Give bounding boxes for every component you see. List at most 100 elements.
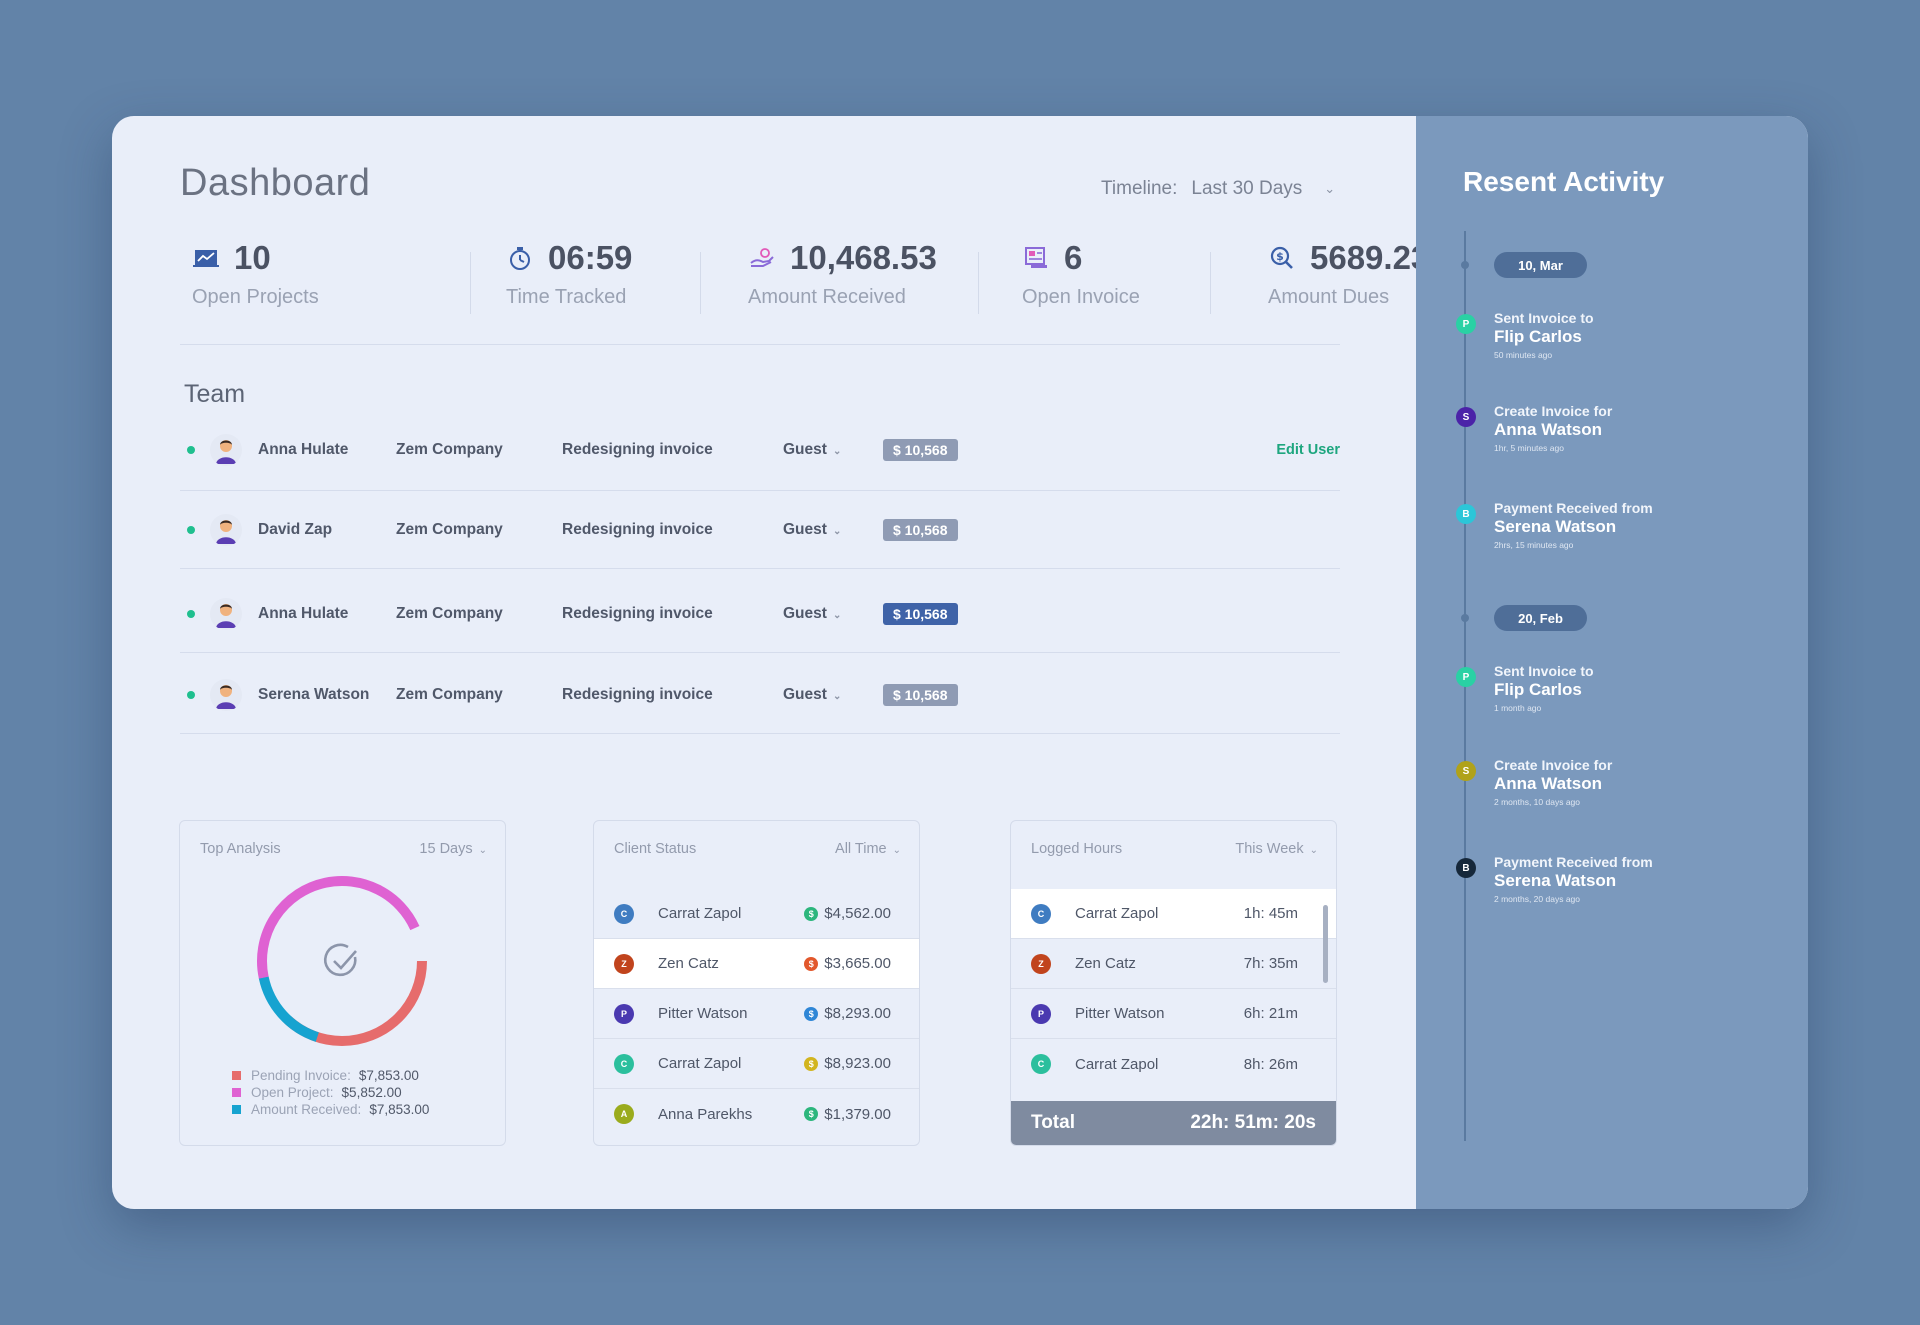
legend-label: Pending Invoice:	[251, 1068, 351, 1083]
chevron-down-icon: ⌄	[478, 845, 487, 856]
stat-open-invoice: 6 Open Invoice	[1022, 238, 1140, 342]
online-status-dot	[187, 691, 195, 699]
client-value: $4,562.00	[824, 905, 891, 922]
amount-badge: $ 10,568	[883, 603, 958, 625]
client-initial-badge: C	[1031, 903, 1051, 924]
legend-swatch	[232, 1071, 241, 1080]
range-value: 15 Days	[419, 841, 473, 857]
range-dropdown[interactable]: 15 Days ⌄	[419, 841, 487, 857]
client-name: Anna Parekhs	[658, 1105, 753, 1123]
date-pill: 10, Mar	[1494, 252, 1587, 278]
legend-item: Open Project: $5,852.00	[232, 1084, 429, 1101]
role-dropdown[interactable]: Guest ⌄	[783, 441, 841, 459]
client-name: Carrat Zapol	[658, 1055, 742, 1072]
amount-badge: $ 10,568	[883, 519, 958, 541]
member-company: Zem Company	[396, 686, 503, 703]
hours-row[interactable]: C Carrat Zapol 1h: 45m	[1011, 889, 1336, 939]
amount-badge: $ 10,568	[883, 439, 958, 461]
hours-row[interactable]: C Carrat Zapol 8h: 26m	[1011, 1039, 1336, 1089]
activity-item[interactable]: Create Invoice for Anna Watson 2 months,…	[1494, 757, 1612, 807]
invoice-icon	[1022, 244, 1050, 272]
activity-item[interactable]: Payment Received from Serena Watson 2hrs…	[1494, 500, 1653, 550]
client-row[interactable]: C Carrat Zapol $ $4,562.00	[594, 889, 919, 939]
range-dropdown[interactable]: This Week ⌄	[1235, 841, 1318, 857]
chevron-down-icon: ⌄	[832, 691, 842, 702]
team-row[interactable]: Anna Hulate Zem Company Redesigning invo…	[180, 584, 1340, 644]
activity-person: Serena Watson	[1494, 517, 1617, 536]
role-dropdown[interactable]: Guest ⌄	[783, 521, 841, 539]
hours-row[interactable]: Z Zen Catz 7h: 35m	[1011, 939, 1336, 989]
stat-label: Amount Dues	[1268, 286, 1390, 308]
chevron-down-icon: ⌄	[832, 446, 842, 457]
role-dropdown[interactable]: Guest ⌄	[783, 686, 841, 704]
range-value: All Time	[835, 841, 887, 857]
recent-activity-sidebar: Resent Activity 10, Mar P Sent Invoice t…	[1416, 116, 1808, 1209]
team-row[interactable]: Anna Hulate Zem Company Redesigning invo…	[180, 420, 1340, 480]
chevron-down-icon: ⌄	[832, 610, 842, 621]
stat-label: Time Tracked	[506, 286, 627, 308]
hours-value: 7h: 35m	[1243, 955, 1298, 972]
online-status-dot	[187, 526, 195, 534]
legend-swatch	[232, 1105, 241, 1114]
activity-item[interactable]: Create Invoice for Anna Watson 1hr, 5 mi…	[1494, 403, 1612, 453]
client-row[interactable]: P Pitter Watson $ $8,293.00	[594, 989, 919, 1039]
role-value: Guest	[783, 605, 827, 622]
member-name: Anna Hulate	[258, 605, 349, 622]
client-initial-badge: P	[1031, 1003, 1051, 1024]
legend-label: Amount Received:	[251, 1102, 362, 1117]
timeline-selector[interactable]: Timeline: Last 30 Days ⌄	[1101, 178, 1335, 200]
range-dropdown[interactable]: All Time ⌄	[835, 841, 901, 857]
activity-time: 2 months, 10 days ago	[1494, 797, 1581, 807]
main-panel: Dashboard Timeline: Last 30 Days ⌄ 10 Op…	[112, 116, 1429, 1209]
client-name: Pitter Watson	[1075, 1005, 1165, 1022]
divider	[470, 252, 471, 314]
team-row[interactable]: David Zap Zem Company Redesigning invoic…	[180, 500, 1340, 560]
check-circle-icon	[323, 943, 357, 977]
divider	[180, 490, 1340, 491]
open-project-arc	[257, 876, 427, 1046]
activity-badge: S	[1456, 761, 1476, 781]
hours-row[interactable]: P Pitter Watson 6h: 21m	[1011, 989, 1336, 1039]
date-pill: 20, Feb	[1494, 605, 1587, 631]
activity-action: Create Invoice for	[1494, 757, 1613, 773]
edit-user-link[interactable]: Edit User	[1276, 442, 1340, 458]
legend-item: Pending Invoice: $7,853.00	[232, 1067, 429, 1084]
dollar-coin-icon: $	[804, 906, 819, 921]
panel-title: Client Status	[614, 841, 697, 857]
stat-amount-dues: $ 5689.23 Amount Dues	[1268, 238, 1429, 342]
client-row[interactable]: C Carrat Zapol $ $8,923.00	[594, 1039, 919, 1089]
avatar	[210, 514, 242, 546]
client-row[interactable]: Z Zen Catz $ $3,665.00	[594, 939, 919, 989]
member-task: Redesigning invoice	[562, 686, 713, 703]
activity-person: Serena Watson	[1494, 871, 1617, 890]
total-label: Total	[1031, 1112, 1075, 1133]
scrollbar[interactable]	[1323, 905, 1328, 983]
panel-title: Top Analysis	[200, 841, 281, 857]
role-value: Guest	[783, 441, 827, 458]
avatar	[210, 434, 242, 466]
activity-action: Sent Invoice to	[1494, 310, 1594, 326]
hand-money-icon	[748, 244, 776, 272]
activity-item[interactable]: Payment Received from Serena Watson 2 mo…	[1494, 854, 1653, 904]
activity-item[interactable]: Sent Invoice to Flip Carlos 1 month ago	[1494, 663, 1594, 713]
range-value: This Week	[1235, 841, 1304, 857]
client-initial-badge: Z	[1031, 953, 1051, 974]
avatar	[210, 598, 242, 630]
chevron-down-icon: ⌄	[892, 845, 901, 856]
divider	[700, 252, 701, 314]
legend-item: Amount Received: $7,853.00	[232, 1101, 429, 1118]
activity-item[interactable]: Sent Invoice to Flip Carlos 50 minutes a…	[1494, 310, 1594, 360]
client-row[interactable]: A Anna Parekhs $ $1,379.00	[594, 1089, 919, 1139]
amount-badge: $ 10,568	[883, 684, 958, 706]
svg-text:$: $	[1276, 250, 1284, 263]
legend-value: $5,852.00	[341, 1085, 402, 1100]
role-dropdown[interactable]: Guest ⌄	[783, 605, 841, 623]
team-row[interactable]: Serena Watson Zem Company Redesigning in…	[180, 665, 1340, 725]
activity-person: Flip Carlos	[1494, 327, 1582, 346]
page-title: Dashboard	[180, 162, 371, 204]
divider	[1210, 252, 1211, 314]
chevron-down-icon: ⌄	[832, 526, 842, 537]
stat-label: Open Invoice	[1022, 286, 1140, 308]
stat-label: Amount Received	[748, 286, 906, 308]
panel-title: Logged Hours	[1031, 841, 1123, 857]
